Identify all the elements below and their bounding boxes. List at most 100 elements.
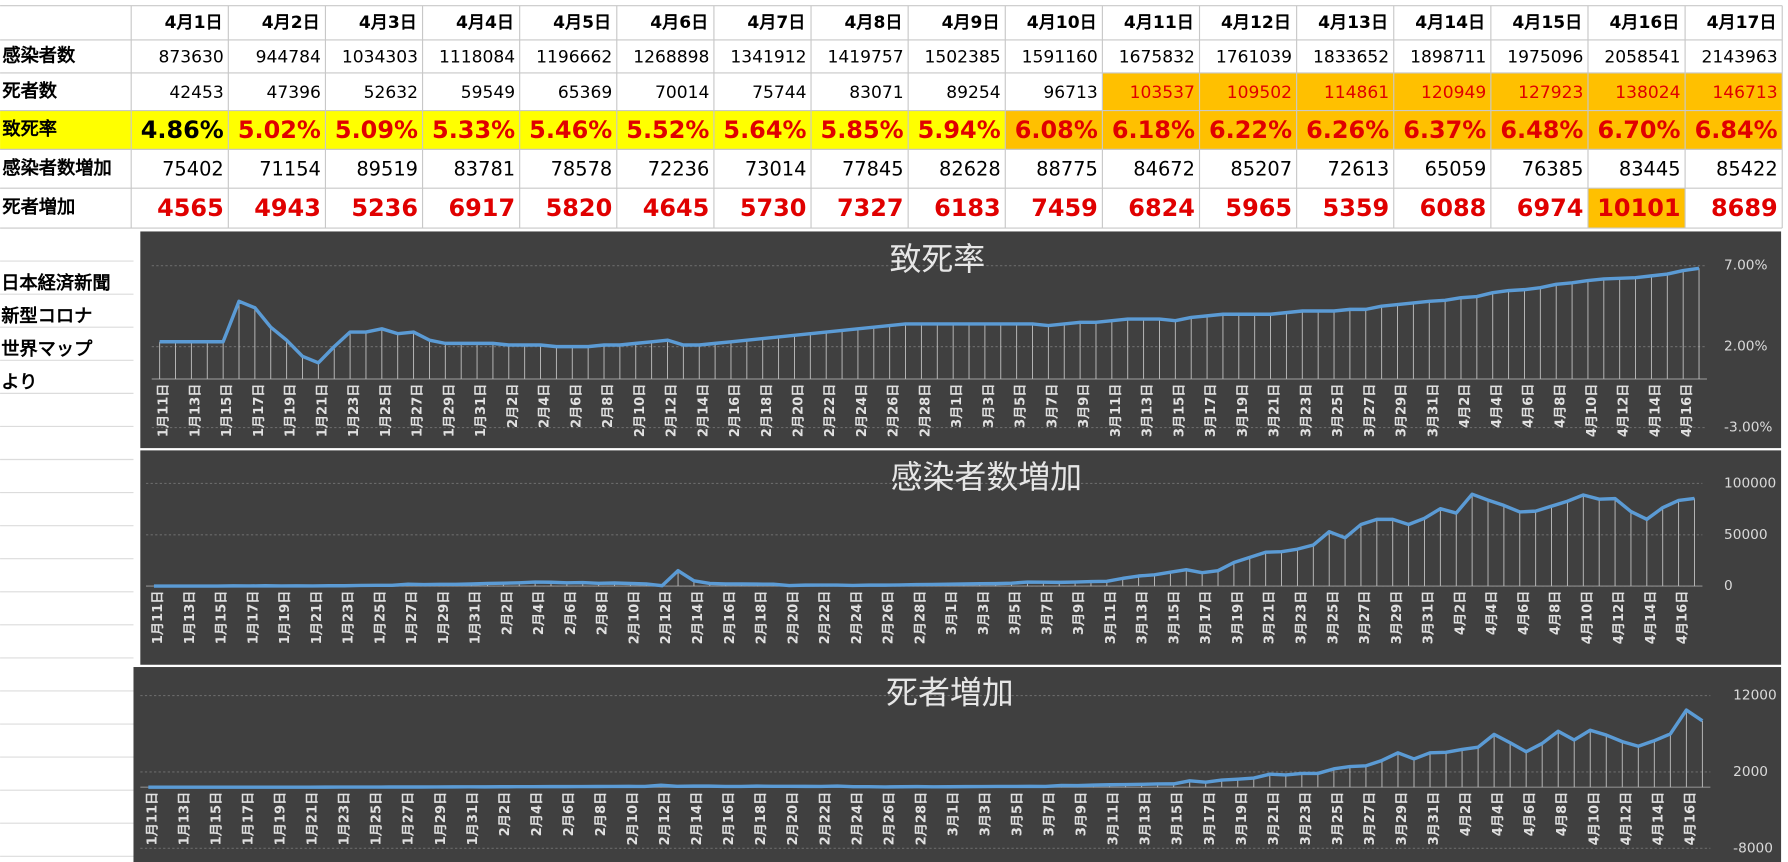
y-tick-label: -3.00% <box>1724 420 1772 436</box>
cell-value: 65059 <box>1425 157 1487 180</box>
x-tick-label: 1月13日 <box>182 591 198 645</box>
x-tick-label: 2月26日 <box>886 384 902 438</box>
x-tick-label: 2月2日 <box>497 792 513 836</box>
x-tick-label: 3月3日 <box>981 384 997 428</box>
cell-highlight <box>616 110 714 150</box>
y-tick-label: 7.00% <box>1724 258 1767 274</box>
x-tick-label: 3月17日 <box>1202 792 1218 846</box>
x-tick-label: 3月11日 <box>1103 591 1119 645</box>
cell-value: 1675832 <box>1119 48 1195 68</box>
cell-value: 5.33% <box>432 116 515 144</box>
x-tick-label: 1月27日 <box>410 384 426 438</box>
cell-value: 47396 <box>266 83 320 103</box>
cell-value: 6.26% <box>1306 116 1389 144</box>
x-tick-label: 2月12日 <box>664 384 680 438</box>
x-tick-label: 4月10日 <box>1579 591 1595 645</box>
cell-value: 6974 <box>1517 194 1584 222</box>
cell-value: 5236 <box>351 194 418 222</box>
x-tick-label: 1月29日 <box>433 792 449 846</box>
x-tick-label: 1月19日 <box>283 384 299 438</box>
cell-value: 5.64% <box>723 116 806 144</box>
x-tick-label: 1月31日 <box>468 591 484 645</box>
x-tick-label: 2月24日 <box>849 591 865 645</box>
x-tick-label: 4月16日 <box>1679 384 1695 438</box>
cell-value: 82628 <box>939 157 1001 180</box>
x-tick-label: 3月27日 <box>1362 384 1378 438</box>
x-tick-label: 3月5日 <box>1010 792 1026 836</box>
cell-value: 7327 <box>837 194 904 222</box>
cell-highlight <box>131 110 229 150</box>
x-tick-label: 4月4日 <box>1490 792 1506 836</box>
x-tick-label: 2月12日 <box>658 591 674 645</box>
source-note: 新型コロナ <box>1 305 92 327</box>
x-tick-label: 2月28日 <box>913 792 929 846</box>
y-tick-label: 2.00% <box>1724 339 1767 355</box>
x-tick-label: 1月21日 <box>309 591 325 645</box>
x-tick-label: 3月15日 <box>1166 591 1182 645</box>
cell-value: 5730 <box>740 194 807 222</box>
source-note: 世界マップ <box>1 338 93 360</box>
cell-value: 5.94% <box>918 116 1001 144</box>
cell-value: 1268898 <box>633 48 709 68</box>
cell-value: 6.48% <box>1500 116 1583 144</box>
x-tick-label: 2月20日 <box>785 591 801 645</box>
cell-value: 72236 <box>648 157 710 180</box>
x-tick-label: 2月20日 <box>791 384 807 438</box>
cell-value: 1591160 <box>1022 48 1098 68</box>
x-tick-label: 3月13日 <box>1140 384 1156 438</box>
column-header: 4月13日 <box>1318 13 1388 33</box>
row-label: 感染者数 <box>2 44 76 66</box>
x-tick-label: 1月31日 <box>473 384 489 438</box>
x-tick-label: 3月1日 <box>944 591 960 635</box>
x-tick-label: 3月23日 <box>1293 591 1309 645</box>
cell-highlight <box>1393 72 1491 111</box>
x-tick-label: 4月2日 <box>1457 384 1473 428</box>
x-tick-label: 2月4日 <box>537 384 553 428</box>
cell-value: 83445 <box>1619 157 1681 180</box>
x-tick-label: 2月14日 <box>695 384 711 438</box>
x-tick-label: 3月9日 <box>1076 384 1092 428</box>
x-tick-label: 3月9日 <box>1074 792 1090 836</box>
x-tick-label: 3月19日 <box>1235 384 1251 438</box>
y-tick-label: 12000 <box>1733 688 1776 704</box>
x-tick-label: 3月15日 <box>1170 792 1186 846</box>
cell-value: 1502385 <box>925 48 1001 68</box>
cell-value: 7459 <box>1031 194 1098 222</box>
x-tick-label: 2月6日 <box>563 591 579 635</box>
x-tick-label: 4月12日 <box>1616 384 1632 438</box>
column-header: 4月16日 <box>1610 13 1680 33</box>
cell-value: 1761039 <box>1216 48 1292 68</box>
cell-value: 5.09% <box>335 116 418 144</box>
x-tick-label: 1月23日 <box>341 591 357 645</box>
column-header: 4月17日 <box>1707 13 1777 33</box>
x-tick-label: 2月16日 <box>727 384 743 438</box>
row-label: 死者数 <box>2 80 57 102</box>
x-tick-label: 2月20日 <box>785 792 801 846</box>
cell-highlight <box>325 110 423 150</box>
column-header: 4月11日 <box>1124 13 1194 33</box>
x-tick-label: 2月14日 <box>689 792 705 846</box>
x-tick-label: 1月23日 <box>337 792 353 846</box>
cell-highlight <box>908 110 1006 150</box>
x-tick-label: 2月22日 <box>817 792 833 846</box>
x-tick-label: 3月21日 <box>1267 384 1283 438</box>
x-tick-label: 3月19日 <box>1234 792 1250 846</box>
x-tick-label: 2月2日 <box>499 591 515 635</box>
x-tick-label: 3月23日 <box>1298 384 1314 438</box>
x-tick-label: 1月11日 <box>144 792 160 846</box>
x-tick-label: 3月19日 <box>1230 591 1246 645</box>
cell-value: 10101 <box>1597 194 1680 222</box>
x-tick-label: 1月21日 <box>314 384 330 438</box>
x-tick-label: 2月6日 <box>568 384 584 428</box>
y-tick-label: 0 <box>1724 578 1733 594</box>
x-tick-label: 4月2日 <box>1452 591 1468 635</box>
chart-background <box>140 450 1782 665</box>
cell-value: 65369 <box>558 83 612 103</box>
cell-highlight <box>1199 72 1297 111</box>
cell-value: 75402 <box>162 157 224 180</box>
x-tick-label: 4月6日 <box>1522 792 1538 836</box>
column-header: 4月10日 <box>1027 13 1097 33</box>
cell-value: 85422 <box>1716 157 1778 180</box>
x-tick-label: 2月14日 <box>690 591 706 645</box>
cell-value: 4943 <box>254 194 321 222</box>
